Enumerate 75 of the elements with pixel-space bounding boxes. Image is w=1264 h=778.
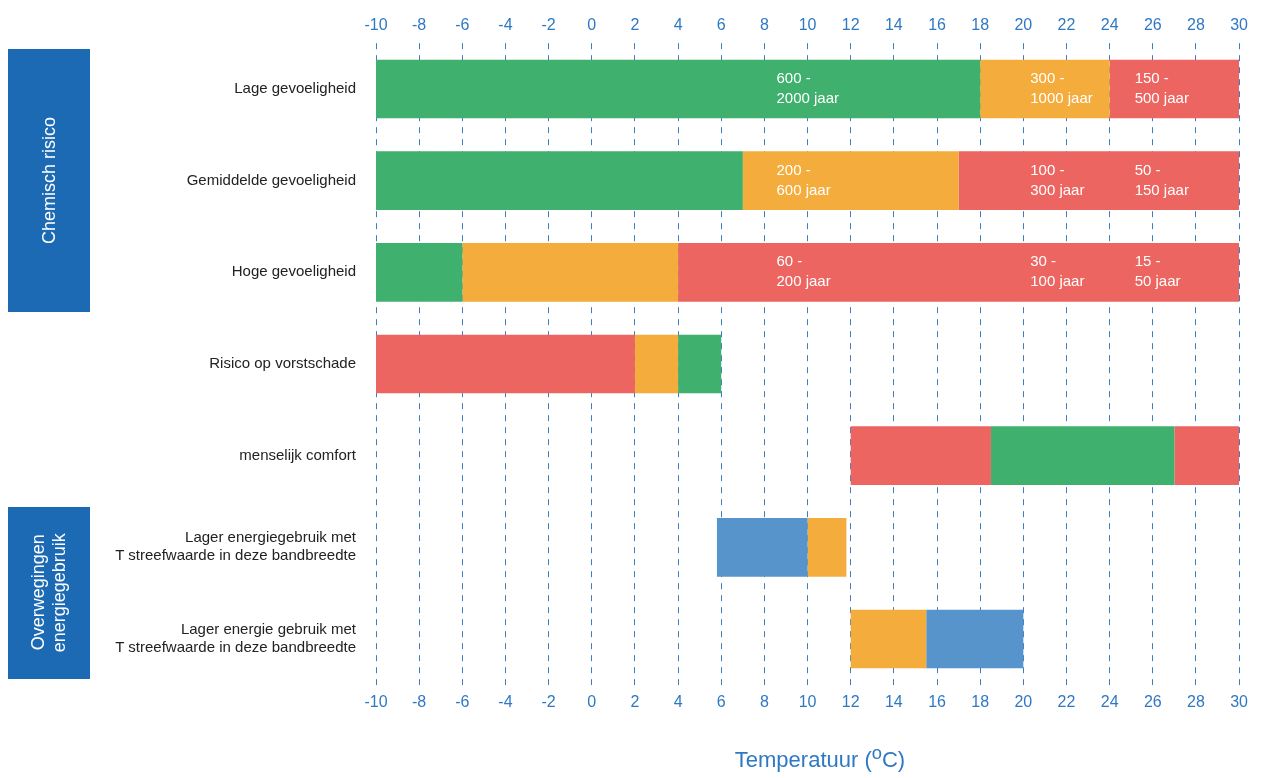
x-tick-label: -4 [498, 16, 513, 34]
x-tick-label: 16 [928, 16, 947, 34]
x2-tick-label: 22 [1057, 692, 1076, 710]
bar [926, 609, 1024, 669]
y-tick-label: Lage gevoeligheid [234, 79, 356, 97]
x-tick-label: -8 [412, 16, 427, 34]
y-tick-label: menselijk comfort [239, 445, 357, 463]
y-tick-label: Risico op vorstschade [209, 354, 356, 372]
x2-tick-label: -8 [412, 692, 427, 710]
x2-tick-label: 28 [1187, 692, 1205, 710]
bar [634, 334, 679, 394]
x2-tick-label: 18 [971, 692, 990, 710]
x2-tick-label: -2 [541, 692, 556, 710]
x-tick-label: 4 [673, 16, 683, 34]
x-tick-label: 24 [1100, 16, 1119, 34]
x2-tick-label: 20 [1014, 692, 1033, 710]
bar [716, 517, 808, 577]
bar [958, 151, 1240, 211]
bar [462, 243, 679, 302]
annotation: 15 - 50 jaar [1134, 252, 1181, 290]
x2-tick-label: 0 [587, 692, 597, 710]
x-tick-label: 28 [1187, 16, 1205, 34]
x-tick-label: 6 [716, 16, 726, 34]
bar [376, 243, 463, 302]
bar [807, 517, 847, 577]
x2-tick-label: -4 [498, 692, 513, 710]
x-tick-label: -6 [455, 16, 470, 34]
annotation: 300 - 1000 jaar [1030, 69, 1093, 107]
x2-tick-label: 6 [716, 692, 726, 710]
annotation: 150 - 500 jaar [1134, 69, 1189, 107]
x2-tick-label: 12 [841, 692, 860, 710]
y-tick-label: Hoge gevoeligheid [231, 262, 356, 280]
x2-tick-label: -6 [455, 692, 470, 710]
x-tick-label: -2 [541, 16, 556, 34]
y-tick-label: Lager energie gebruik met T streefwaarde in deze bandbreedte [115, 620, 357, 656]
group-label-block: Chemisch risico [8, 49, 90, 313]
annotation: 60 - 200 jaar [776, 252, 831, 290]
annotation: 600 - 2000 jaar [776, 69, 840, 107]
bar [980, 59, 1110, 119]
x-tick-label: 22 [1057, 16, 1076, 34]
x-axis-title: Temperatuur ($^{o}$C) [733, 741, 907, 774]
x2-tick-label: 14 [884, 692, 903, 710]
x-tick-label: 10 [798, 16, 817, 34]
x-tick-label: 20 [1014, 16, 1033, 34]
x2-tick-label: 26 [1143, 692, 1162, 710]
x-tick-label: 30 [1230, 16, 1249, 34]
bar [1174, 426, 1240, 485]
x-tick-label: 12 [841, 16, 860, 34]
annotation: 100 - 300 jaar [1030, 160, 1085, 198]
x-tick-label: 2 [630, 16, 640, 34]
y-tick-label: Gemiddelde gevoeligheid [186, 170, 356, 188]
x2-tick-label: 2 [630, 692, 640, 710]
x-tick-label: 14 [884, 16, 903, 34]
x-tick-label: -10 [364, 16, 388, 34]
y-tick-label: Lager energiegebruik met T streefwaarde in deze bandbreedte [115, 528, 357, 564]
group-label-block: Overwegingen energiegebruik [8, 507, 90, 679]
annotation: 200 - 600 jaar [776, 160, 831, 198]
annotation: 50 - 150 jaar [1134, 160, 1189, 198]
x-tick-label: 0 [587, 16, 597, 34]
x-tick-label: 18 [971, 16, 990, 34]
x2-tick-label: 8 [759, 692, 769, 710]
bar [742, 151, 959, 211]
x2-tick-label: 24 [1100, 692, 1119, 710]
x2-tick-label: 10 [798, 692, 817, 710]
bar [376, 59, 981, 119]
x-tick-label: 8 [759, 16, 769, 34]
bar [376, 151, 743, 211]
x2-tick-label: -10 [364, 692, 388, 710]
annotation: 30 - 100 jaar [1030, 252, 1085, 290]
x2-tick-label: 4 [673, 692, 683, 710]
x2-tick-label: 30 [1230, 692, 1249, 710]
x2-tick-label: 16 [928, 692, 947, 710]
x-tick-label: 26 [1143, 16, 1162, 34]
bar [1109, 59, 1240, 119]
bar [678, 243, 1240, 302]
